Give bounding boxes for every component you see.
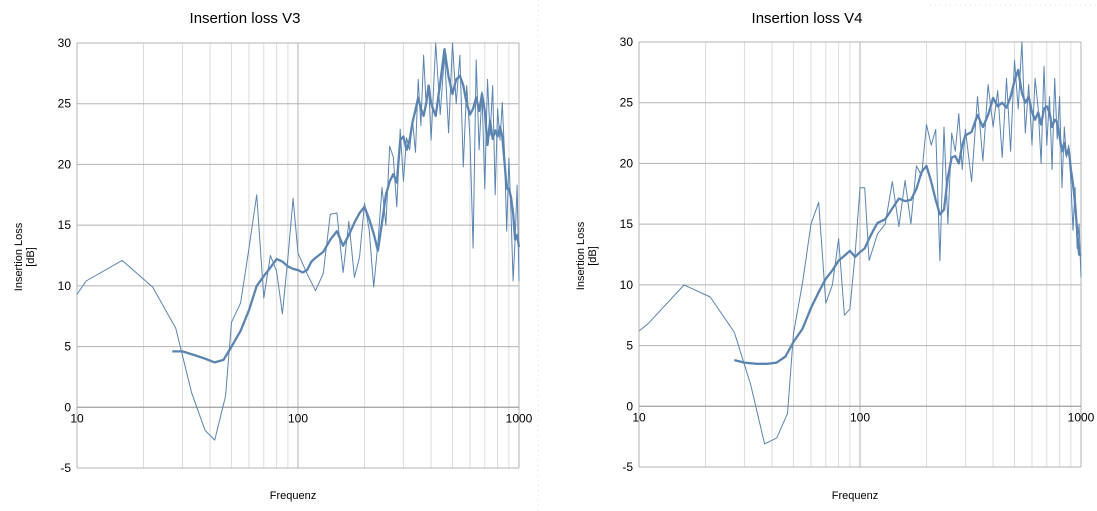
x-tick-label: 1000 xyxy=(1068,410,1095,424)
x-axis-label: Frequenz xyxy=(270,490,316,502)
y-tick-label: 30 xyxy=(620,35,634,49)
x-tick-label: 10 xyxy=(632,410,646,424)
chart-1: 30 25 20 15 10 5 0 -5 10 100 1000 Insertion loss V3… xyxy=(13,10,533,502)
chart-2: 30 25 20 15 10 5 0 -5 10 100 1000 Insertion loss V4… xyxy=(575,10,1095,502)
y-axis-label: Insertion Loss[dB] xyxy=(575,221,599,290)
y-tick-label: 5 xyxy=(626,339,633,353)
x-tick-label: 10 xyxy=(70,411,84,425)
y-tick-label: 20 xyxy=(620,156,634,170)
y-tick-label: 10 xyxy=(58,279,72,293)
x-axis-label: Frequenz xyxy=(832,490,878,502)
y-axis-label: Insertion Loss[dB] xyxy=(13,222,37,291)
smoothed-series-line xyxy=(172,47,521,364)
x-tick-label: 100 xyxy=(850,410,870,424)
x-tick-label: 100 xyxy=(288,411,308,425)
y-axis-label-line: Insertion Loss xyxy=(575,221,587,290)
y-tick-label: 5 xyxy=(64,340,71,354)
y-tick-label: 15 xyxy=(620,217,634,231)
y-tick-label: 10 xyxy=(620,278,634,292)
y-tick-label: 30 xyxy=(58,36,72,50)
y-tick-label: -5 xyxy=(60,461,71,475)
y-axis-label-line: Insertion Loss xyxy=(13,222,25,291)
y-axis-label-line: [dB] xyxy=(587,246,599,266)
y-tick-label: 20 xyxy=(58,157,72,171)
y-tick-label: -5 xyxy=(622,460,633,474)
y-tick-label: 15 xyxy=(58,218,72,232)
y-tick-label: 25 xyxy=(620,96,634,110)
y-tick-label: 25 xyxy=(58,97,72,111)
x-tick-label: 1000 xyxy=(506,411,533,425)
y-tick-label: 0 xyxy=(64,400,71,414)
chart-title: Insertion loss V4 xyxy=(752,10,863,27)
smoothed-series-line xyxy=(734,68,1082,365)
y-axis-label-line: [dB] xyxy=(25,247,37,267)
y-tick-label: 0 xyxy=(626,399,633,413)
chart-title: Insertion loss V3 xyxy=(190,10,301,27)
